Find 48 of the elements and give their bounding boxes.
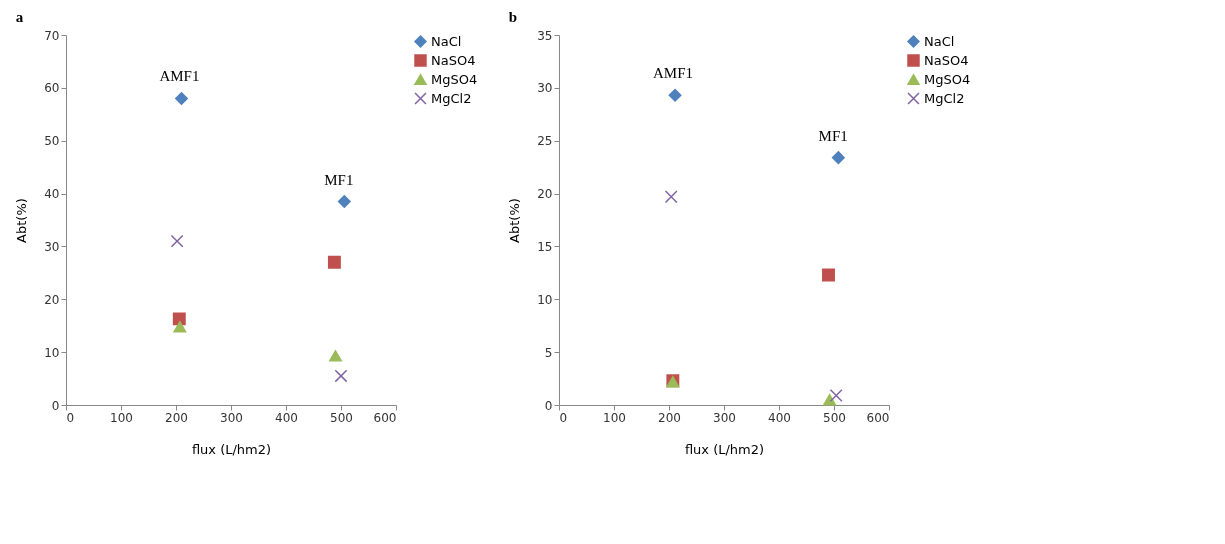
annotation: AMF1 <box>159 68 200 85</box>
x-tick-label: 100 <box>603 410 626 425</box>
x-tick-label: 600 <box>373 410 397 425</box>
legend-label: NaSO4 <box>924 52 969 68</box>
legend-label: NaCl <box>431 33 462 49</box>
y-tick-label: 10 <box>44 345 60 360</box>
y-tick-label: 10 <box>537 292 553 307</box>
y-tick-label: 25 <box>537 134 553 149</box>
legend-label: MgCl2 <box>924 90 965 106</box>
y-tick-label: 0 <box>51 398 60 413</box>
x-tick-label: 0 <box>559 410 568 425</box>
x-axis-title: flux (L/hm2) <box>684 441 765 457</box>
annotation: MF1 <box>324 171 354 188</box>
y-axis-title: Abt(%) <box>507 198 523 243</box>
x-tick-label: 500 <box>330 410 353 425</box>
x-tick-label: 300 <box>220 410 243 425</box>
legend-label: NaCl <box>924 33 955 49</box>
y-tick-label: 15 <box>537 239 553 254</box>
legend-label: NaSO4 <box>431 52 476 68</box>
legend-label: MgSO4 <box>924 71 971 87</box>
y-tick-label: 0 <box>544 398 553 413</box>
y-tick-label: 5 <box>544 345 553 360</box>
annotation: AMF1 <box>652 65 693 82</box>
x-tick-label: 500 <box>823 410 846 425</box>
y-tick-label: 35 <box>537 28 553 43</box>
chart-title: b <box>508 9 518 25</box>
y-tick-label: 20 <box>537 187 553 202</box>
y-tick-label: 70 <box>44 28 60 43</box>
x-tick-label: 300 <box>713 410 736 425</box>
x-tick-label: 0 <box>66 410 75 425</box>
x-tick-label: 600 <box>866 410 890 425</box>
annotation: MF1 <box>818 127 848 144</box>
x-tick-label: 200 <box>658 410 681 425</box>
y-tick-label: 30 <box>537 81 553 96</box>
legend-label: MgSO4 <box>431 71 478 87</box>
chart-title: a <box>15 9 24 25</box>
x-tick-label: 200 <box>165 410 188 425</box>
x-axis-title: flux (L/hm2) <box>191 441 272 457</box>
y-tick-label: 30 <box>44 239 60 254</box>
x-tick-label: 400 <box>275 410 298 425</box>
y-tick-label: 40 <box>44 187 60 202</box>
x-tick-label: 400 <box>768 410 791 425</box>
x-tick-label: 100 <box>110 410 133 425</box>
y-tick-label: 20 <box>44 292 60 307</box>
y-axis-title: Abt(%) <box>14 198 30 243</box>
y-tick-label: 50 <box>44 134 60 149</box>
y-tick-label: 60 <box>44 81 60 96</box>
legend-label: MgCl2 <box>431 90 472 106</box>
